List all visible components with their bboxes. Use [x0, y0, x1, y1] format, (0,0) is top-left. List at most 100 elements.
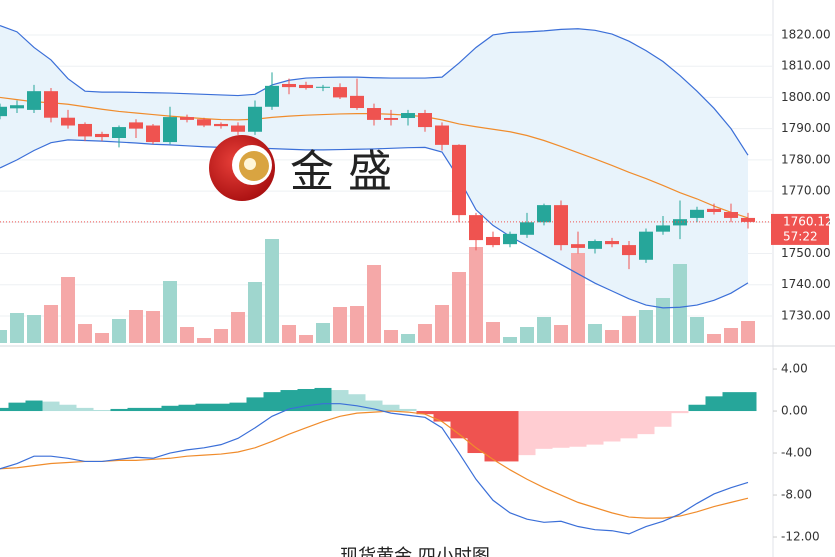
macd-bar [467, 411, 485, 454]
volume-bar [741, 321, 755, 343]
volume-bar [180, 327, 194, 343]
volume-bar [707, 334, 721, 343]
candle-body [0, 106, 7, 117]
macd-bar [42, 401, 60, 412]
candle-body [129, 122, 143, 129]
candle-body [214, 123, 228, 127]
volume-bar [469, 247, 483, 343]
macd-bar [314, 387, 332, 412]
volume-bar [724, 328, 738, 343]
candle-body [520, 222, 534, 235]
macd-bar [144, 407, 162, 412]
volume-bar [571, 253, 585, 343]
candle-body [10, 105, 24, 109]
volume-bar [197, 338, 211, 343]
candle-body [112, 127, 126, 138]
y-tick-label: 1740.00 [781, 277, 831, 291]
candle-body [265, 85, 279, 107]
logo [209, 135, 275, 201]
volume-bar [333, 307, 347, 343]
macd-bar [399, 408, 417, 412]
macd-bar [382, 404, 400, 412]
macd-bar [348, 394, 366, 412]
candle-body [673, 219, 687, 226]
macd-bar [263, 392, 281, 412]
macd-bar [654, 411, 672, 427]
candle-body [656, 225, 670, 232]
macd-bar [59, 404, 77, 412]
last-price-box [771, 213, 829, 245]
candle-body [282, 83, 296, 88]
macd-bar [280, 390, 298, 412]
candle-body [248, 106, 262, 132]
macd-bar [212, 403, 230, 412]
macd-bar [127, 407, 145, 412]
candle-body [639, 231, 653, 260]
y-tick-label: 1780.00 [781, 152, 831, 166]
candle-body [316, 86, 330, 88]
y-tick-label: 1790.00 [781, 121, 831, 135]
candle-body [486, 236, 500, 246]
volume-bar [61, 277, 75, 343]
y-tick-label: 0.00 [781, 404, 808, 418]
candle-body [418, 113, 432, 128]
macd-bar [178, 404, 196, 412]
candle-body [588, 241, 602, 249]
macd-bar [0, 407, 9, 412]
countdown-label: 57:22 [783, 229, 818, 243]
volume-bar [163, 281, 177, 343]
candle-body [146, 125, 160, 143]
macd-bar [195, 403, 213, 412]
volume-bar [248, 282, 262, 343]
y-tick-label: 1800.00 [781, 90, 831, 104]
volume-bar [639, 310, 653, 343]
candle-body [503, 233, 517, 245]
candle-body [605, 241, 619, 245]
volume-bar [401, 334, 415, 343]
macd-bar [603, 411, 621, 442]
macd-bar [110, 408, 128, 412]
macd-bar [93, 409, 111, 412]
macd-bar [76, 407, 94, 412]
macd-bar [739, 392, 757, 412]
volume-bar [656, 298, 670, 343]
volume-bar [129, 310, 143, 343]
candle-body [707, 208, 721, 212]
volume-bar [282, 325, 296, 343]
candle-body [554, 205, 568, 246]
volume-bar [690, 317, 704, 343]
macd-bar [518, 411, 536, 456]
y-tick-label: 4.00 [781, 362, 808, 376]
candle-body [333, 87, 347, 98]
volume-bar [265, 239, 279, 343]
volume-bar [452, 272, 466, 343]
volume-bar [554, 325, 568, 343]
volume-bar [486, 322, 500, 343]
candle-body [622, 245, 636, 256]
macd-bar [297, 388, 315, 412]
macd-bar [569, 411, 587, 447]
volume-bar [27, 315, 41, 343]
macd-bar [484, 411, 502, 462]
volume-bar [384, 330, 398, 343]
candle-body [401, 113, 415, 119]
volume-bar [146, 311, 160, 343]
volume-bar [112, 319, 126, 343]
volume-bar [503, 337, 517, 343]
y-tick-label: 1810.00 [781, 59, 831, 73]
volume-bar [0, 330, 7, 343]
volume-bar [10, 313, 24, 343]
candle-body [435, 125, 449, 145]
macd-bar [671, 411, 689, 414]
y-tick-label: 1730.00 [781, 308, 831, 322]
volume-bar [78, 324, 92, 343]
candle-body [384, 118, 398, 120]
macd-bar [688, 404, 706, 412]
candle-body [690, 209, 704, 218]
candle-body [537, 205, 551, 223]
candle-body [299, 84, 313, 89]
candle-body [163, 117, 177, 143]
volume-bar [44, 305, 58, 343]
candle-body [180, 117, 194, 120]
